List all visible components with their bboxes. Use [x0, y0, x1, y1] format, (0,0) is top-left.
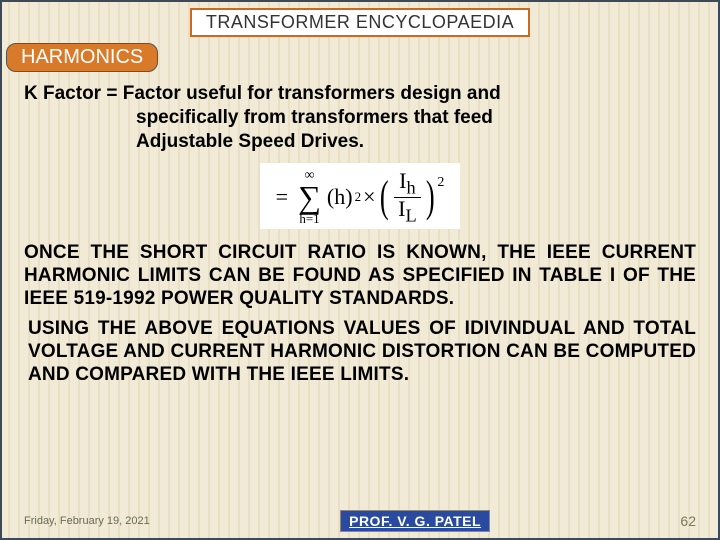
kfactor-line3: Adjustable Speed Drives. — [24, 130, 696, 154]
frac-num-sub: h — [406, 177, 415, 197]
equals-sign: = — [276, 184, 288, 210]
paragraph-scr: ONCE THE SHORT CIRCUIT RATIO IS KNOWN, T… — [24, 241, 696, 311]
term-h: (h) — [327, 184, 353, 210]
sigma-icon: ∞ ∑ h=1 — [298, 169, 321, 225]
page-title: TRANSFORMER ENCYCLOPAEDIA — [190, 8, 530, 37]
rparen-icon: ) — [426, 184, 435, 210]
frac-den-sub: L — [405, 205, 416, 225]
footer-page-number: 62 — [680, 513, 696, 529]
formula-container: = ∞ ∑ h=1 (h)2 × ( Ih IL )2 — [2, 163, 718, 229]
kfactor-formula: = ∞ ∑ h=1 (h)2 × ( Ih IL )2 — [260, 163, 461, 229]
times-sign: × — [363, 184, 375, 210]
kfactor-line1: K Factor = Factor useful for transformer… — [24, 83, 501, 104]
paragraph-equations: USING THE ABOVE EQUATIONS VALUES OF IDIV… — [28, 317, 696, 387]
section-badge: HARMONICS — [6, 43, 158, 72]
exponent-h: 2 — [355, 189, 362, 205]
sigma-lower: h=1 — [299, 212, 319, 225]
exponent-frac: 2 — [437, 175, 444, 191]
kfactor-definition: K Factor = Factor useful for transformer… — [24, 82, 696, 153]
footer-author-badge: PROF. V. G. PATEL — [340, 510, 490, 532]
footer: Friday, February 19, 2021 PROF. V. G. PA… — [2, 510, 718, 532]
sigma-symbol: ∑ — [298, 183, 321, 212]
kfactor-line2: specifically from transformers that feed — [24, 106, 696, 130]
lparen-icon: ( — [380, 184, 389, 210]
fraction: Ih IL — [394, 170, 421, 224]
footer-date: Friday, February 19, 2021 — [24, 515, 150, 527]
